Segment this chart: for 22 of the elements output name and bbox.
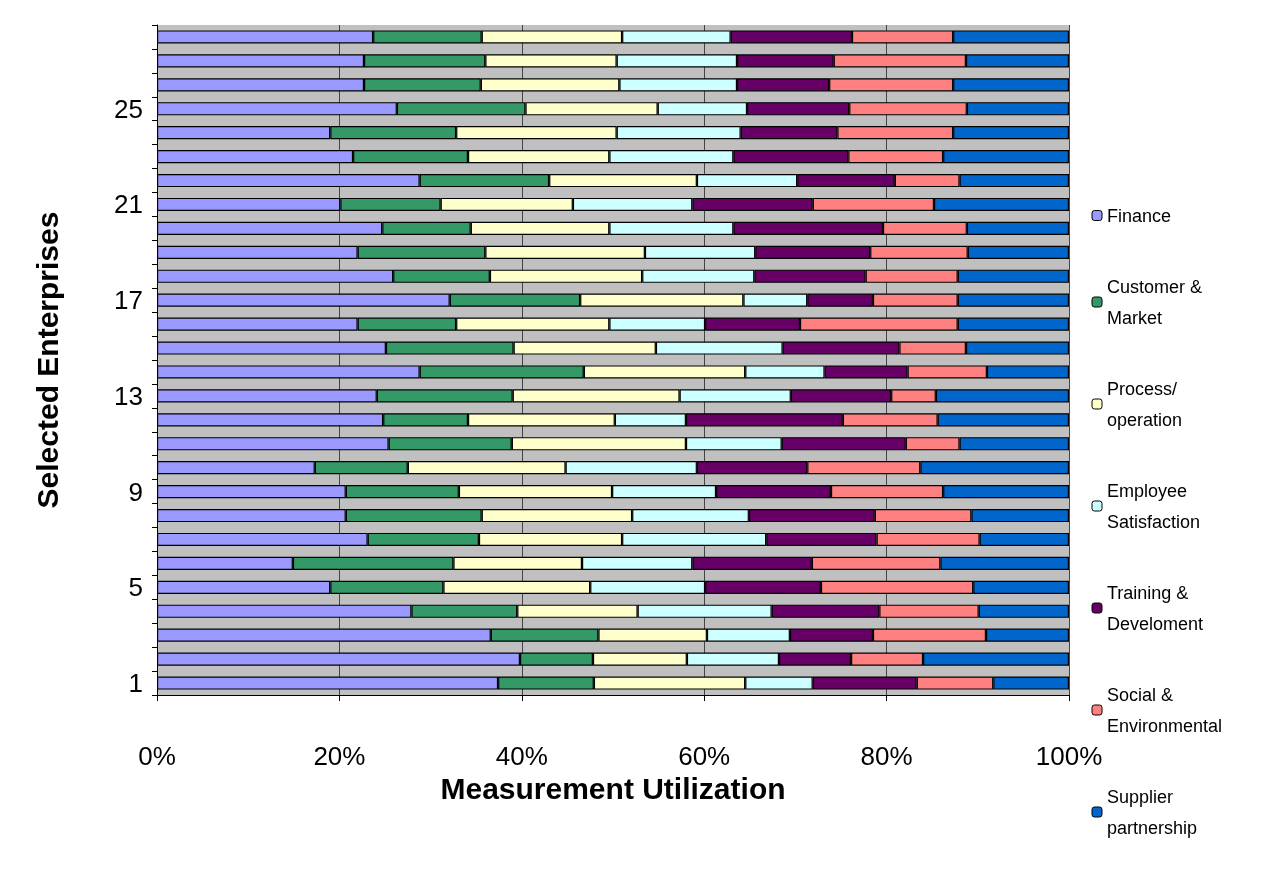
y-tick-label: 9 xyxy=(128,476,143,507)
y-tick-label: 21 xyxy=(114,189,143,220)
y-tick-label: 13 xyxy=(114,380,143,411)
x-tick-label: 20% xyxy=(313,741,366,771)
x-tick-label: 80% xyxy=(860,741,913,771)
x-tick-label: 0% xyxy=(138,741,176,771)
legend-label: Customer & Market xyxy=(1107,276,1208,328)
legend-label: Training & Develoment xyxy=(1107,582,1204,634)
legend-label: Finance xyxy=(1107,205,1172,226)
legend-label: Employee Satisfaction xyxy=(1107,480,1201,532)
y-axis-title: Selected Enterprises xyxy=(30,211,64,509)
x-tick-label: 60% xyxy=(678,741,731,771)
legend-label: Social & Environmental xyxy=(1107,684,1223,736)
x-axis-title: Measurement Utilization xyxy=(440,772,786,806)
y-tick-label: 1 xyxy=(128,668,143,699)
x-tick-label: 100% xyxy=(1035,741,1103,771)
y-tick-label: 25 xyxy=(114,93,143,124)
legend-label: Supplier partnership xyxy=(1107,786,1198,838)
y-tick-label: 17 xyxy=(114,285,143,316)
y-tick-label: 5 xyxy=(128,572,143,603)
legend-label: Process/ operation xyxy=(1107,378,1183,430)
x-tick-label: 40% xyxy=(495,741,548,771)
